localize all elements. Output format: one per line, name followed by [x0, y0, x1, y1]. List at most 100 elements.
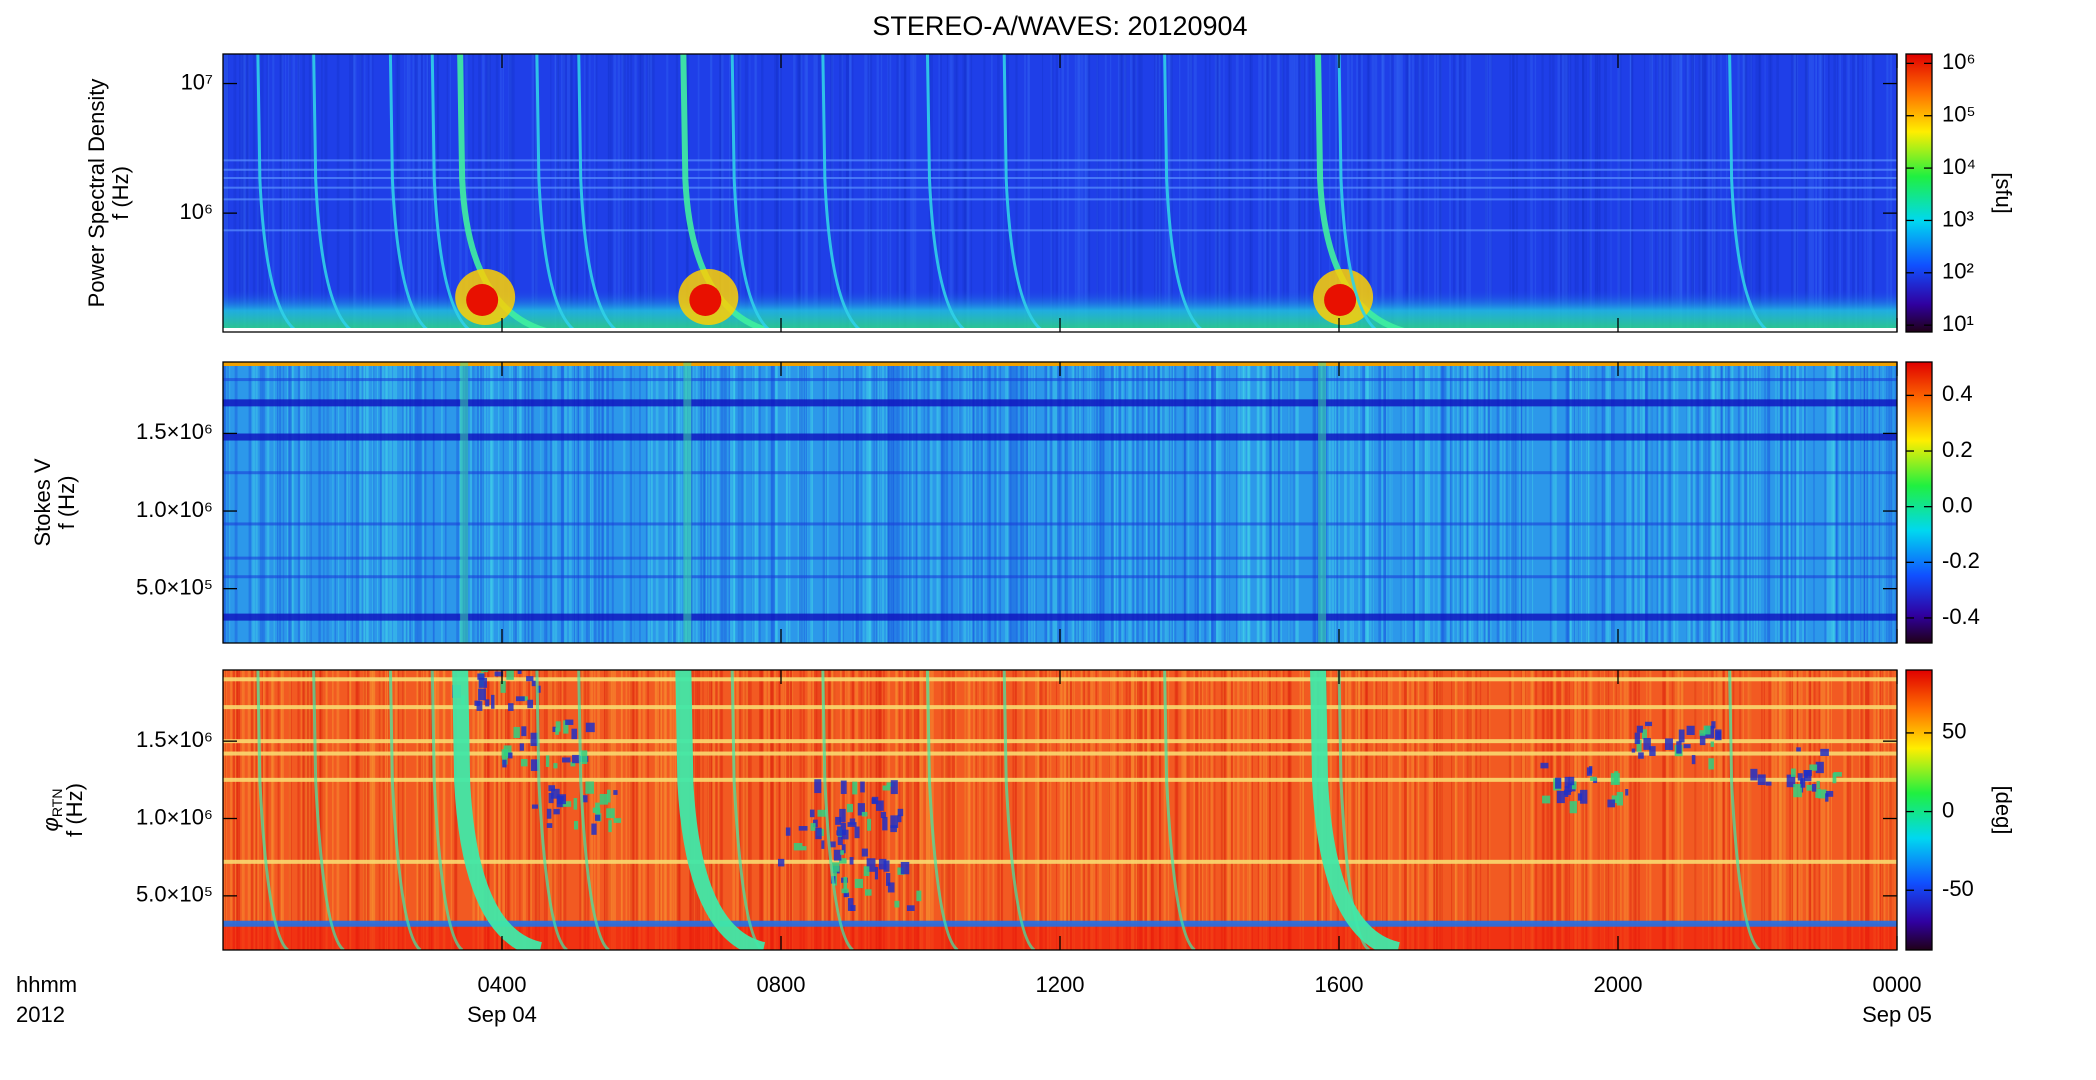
noise: [1855, 54, 1858, 332]
patch: [798, 826, 808, 831]
noise: [1563, 54, 1567, 332]
noise: [869, 54, 873, 332]
patch: [809, 809, 815, 818]
noise: [913, 670, 916, 950]
noise: [1830, 670, 1833, 950]
noise: [1139, 54, 1143, 332]
noise: [502, 670, 506, 950]
noise: [621, 54, 625, 332]
noise: [1781, 670, 1784, 950]
patch: [531, 680, 536, 687]
noise: [907, 362, 909, 643]
noise: [1338, 54, 1341, 332]
noise: [589, 362, 592, 643]
noise: [360, 54, 362, 332]
colorbar-tick-label: 0: [1942, 797, 1954, 822]
noise: [487, 54, 490, 332]
noise: [1055, 670, 1058, 950]
noise: [590, 670, 594, 950]
noise: [863, 362, 865, 643]
patch: [562, 757, 571, 763]
noise: [1344, 362, 1348, 643]
noise: [1129, 54, 1133, 332]
noise: [666, 54, 669, 332]
noise: [1801, 670, 1803, 950]
noise: [1084, 54, 1087, 332]
noise: [925, 670, 929, 950]
noise: [534, 54, 538, 332]
noise: [630, 54, 633, 332]
noise: [223, 362, 226, 643]
noise: [1466, 670, 1469, 950]
noise: [915, 362, 918, 643]
patch: [599, 793, 609, 805]
noise: [1242, 362, 1245, 643]
noise: [888, 362, 892, 643]
noise: [1729, 54, 1732, 332]
noise: [1131, 362, 1134, 643]
noise: [1828, 54, 1830, 332]
y-tick-label: 10⁷: [181, 69, 213, 94]
patch: [861, 811, 868, 817]
noise: [780, 670, 782, 950]
noise: [1384, 362, 1386, 643]
noise: [1788, 362, 1791, 643]
noise: [1819, 54, 1821, 332]
band: [223, 399, 1897, 407]
burst: [388, 670, 422, 950]
noise: [564, 362, 567, 643]
noise: [1523, 362, 1525, 643]
noise: [280, 54, 283, 332]
noise: [1680, 54, 1683, 332]
noise: [1095, 362, 1097, 643]
noise: [1863, 670, 1866, 950]
patch: [591, 823, 597, 835]
noise: [1112, 362, 1116, 643]
noise: [1676, 362, 1679, 643]
noise: [1133, 54, 1137, 332]
noise: [565, 54, 568, 332]
noise: [311, 54, 313, 332]
noise: [1146, 362, 1148, 643]
noise: [1500, 362, 1503, 643]
noise: [419, 670, 422, 950]
noise: [1110, 362, 1114, 643]
noise: [482, 54, 484, 332]
noise: [1620, 670, 1622, 950]
noise: [1424, 362, 1427, 643]
patch: [1567, 783, 1572, 793]
noise: [1263, 362, 1266, 643]
noise: [1712, 54, 1716, 332]
noise: [1612, 670, 1615, 950]
noise: [1364, 362, 1367, 643]
noise: [308, 54, 311, 332]
noise: [791, 670, 794, 950]
noise: [259, 362, 263, 643]
noise: [1336, 362, 1339, 643]
noise: [1687, 362, 1691, 643]
noise: [465, 54, 468, 332]
noise: [585, 362, 589, 643]
noise: [1601, 362, 1603, 643]
noise: [709, 670, 713, 950]
noise: [348, 362, 351, 643]
noise: [246, 54, 250, 332]
noise: [336, 54, 340, 332]
noise: [353, 54, 355, 332]
noise: [1843, 54, 1846, 332]
noise: [1693, 670, 1697, 950]
noise: [535, 54, 538, 332]
noise: [1560, 54, 1563, 332]
patch: [553, 763, 558, 769]
noise: [1877, 362, 1880, 643]
noise: [579, 670, 583, 950]
patch: [1636, 725, 1643, 733]
noise: [1889, 670, 1892, 950]
noise: [402, 362, 405, 643]
noise: [606, 362, 609, 643]
noise: [1313, 362, 1316, 643]
noise: [875, 362, 878, 643]
noise: [1024, 670, 1028, 950]
noise: [550, 54, 552, 332]
noise: [279, 54, 282, 332]
